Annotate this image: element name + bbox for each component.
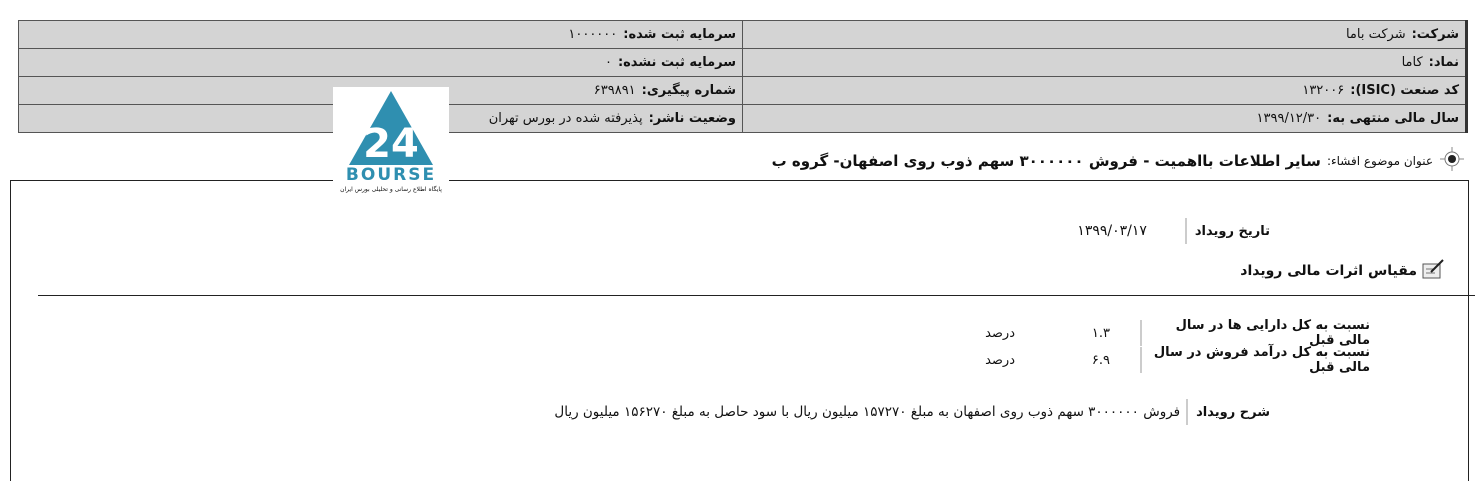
svg-text:BOURSE: BOURSE xyxy=(346,165,436,185)
event-description-row: شرح رویداد فروش ۳۰۰۰۰۰۰ سهم ذوب روی اصفه… xyxy=(554,399,1270,425)
divider xyxy=(38,295,1475,296)
registered-capital-cell: سرمایه ثبت شده:۱۰۰۰۰۰۰ xyxy=(18,20,743,49)
fiscal-year-cell: سال مالی منتهی به:۱۳۹۹/۱۲/۳۰ xyxy=(742,104,1468,133)
table-row: سال مالی منتهی به:۱۳۹۹/۱۲/۳۰ وضعیت ناشر:… xyxy=(18,104,1468,133)
table-row: شرکت:شرکت باما سرمایه ثبت شده:۱۰۰۰۰۰۰ xyxy=(18,20,1468,49)
table-row: نماد:کاما سرمایه ثبت نشده:۰ xyxy=(18,48,1468,77)
edit-note-icon xyxy=(1421,258,1445,284)
disclosure-body xyxy=(10,180,1469,481)
svg-text:24: 24 xyxy=(363,121,419,167)
company-cell: شرکت:شرکت باما xyxy=(742,20,1468,49)
event-date-row: تاریخ رویداد ۱۳۹۹/۰۳/۱۷ xyxy=(1077,218,1270,244)
company-info-table: شرکت:شرکت باما سرمایه ثبت شده:۱۰۰۰۰۰۰ نم… xyxy=(18,20,1468,133)
target-icon xyxy=(1439,146,1465,175)
ratio-row: نسبت به کل دارایی ها در سال مالی قبل ۱.۳… xyxy=(985,318,1370,348)
table-row: کد صنعت (ISIC):۱۳۲۰۰۶ شماره پیگیری:۶۳۹۸۹… xyxy=(18,76,1468,105)
bourse24-logo: 24 BOURSE پایگاه اطلاع رسانی و تحلیلی بو… xyxy=(333,87,449,195)
symbol-cell: نماد:کاما xyxy=(742,48,1468,77)
svg-text:پایگاه اطلاع رسانی و تحلیلی بو: پایگاه اطلاع رسانی و تحلیلی بورس ایران xyxy=(340,185,442,193)
section-title: مقیاس اثرات مالی رویداد xyxy=(1240,258,1445,284)
isic-cell: کد صنعت (ISIC):۱۳۲۰۰۶ xyxy=(742,76,1468,105)
unregistered-capital-cell: سرمایه ثبت نشده:۰ xyxy=(18,48,743,77)
disclosure-title: عنوان موضوع افشاء: سایر اطلاعات بااهمیت … xyxy=(772,146,1465,175)
ratio-row: نسبت به کل درآمد فروش در سال مالی قبل ۶.… xyxy=(985,345,1370,375)
